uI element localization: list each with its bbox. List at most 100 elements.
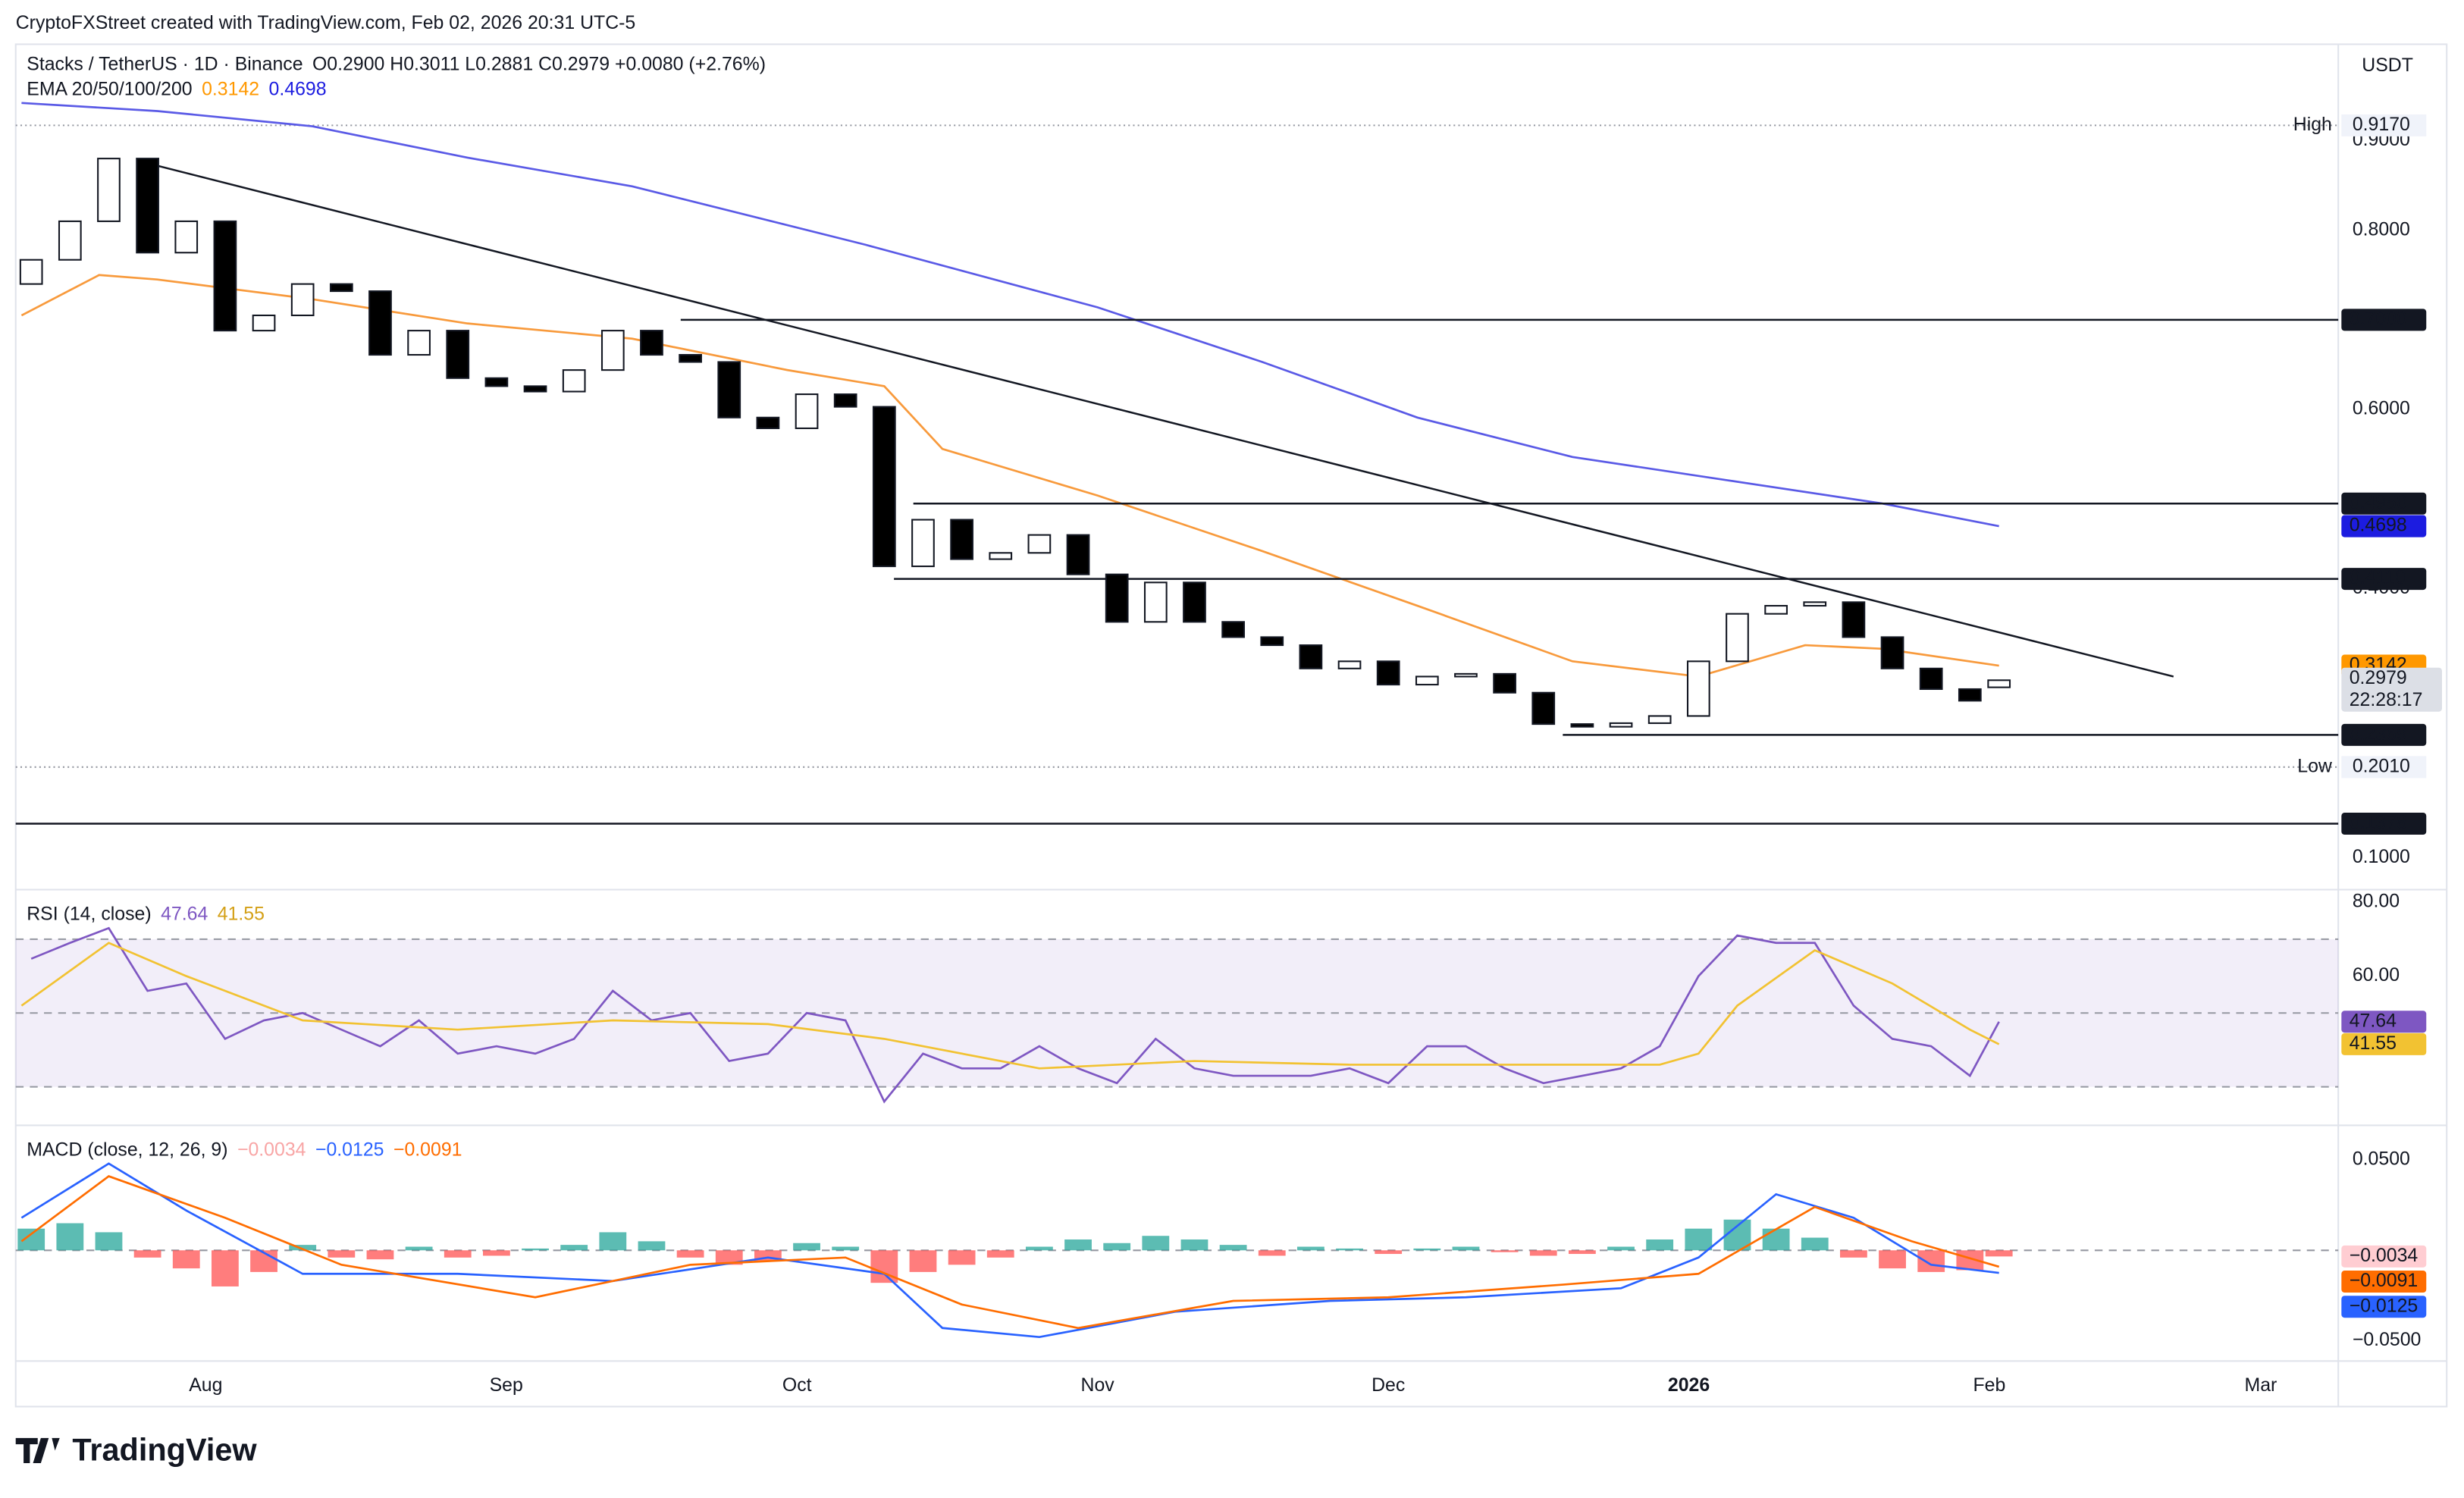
macd-title: MACD (close, 12, 26, 9) [27, 1139, 227, 1160]
candle-body [833, 393, 857, 408]
y-tick-label: −0.0500 [2353, 1329, 2422, 1350]
macd-last: −0.0091 [2350, 1270, 2419, 1291]
symbol-title: Stacks / TetherUS · 1D · Binance [27, 53, 303, 74]
candle-body [19, 259, 43, 285]
histogram-bar [1025, 1246, 1053, 1251]
histogram-bar [909, 1250, 937, 1272]
rsi-ma-value: 41.55 [218, 903, 265, 924]
candle-body [1183, 581, 1206, 623]
candle-body [368, 290, 392, 356]
currency: USDT [2362, 55, 2413, 76]
y-tick-label: 0.1000 [2353, 846, 2410, 867]
histogram-bar [522, 1248, 549, 1251]
histogram-bar [1568, 1250, 1596, 1255]
low-label: 0.2010 [2353, 755, 2410, 776]
header: CryptoFXStreet created with TradingView.… [16, 12, 636, 33]
histogram-bar [133, 1250, 161, 1258]
candle-body [989, 552, 1013, 560]
histogram-bar [560, 1245, 588, 1251]
price-box [2341, 667, 2442, 712]
countdown: 22:28:17 [2350, 689, 2423, 710]
level-label-box [2341, 723, 2427, 746]
candle-body [756, 416, 780, 430]
rsi-last-box [2341, 1011, 2427, 1033]
level-label-box [2341, 309, 2427, 331]
candle-body [1880, 636, 1904, 669]
histogram-bar [793, 1243, 820, 1251]
histogram-bar [638, 1241, 666, 1251]
candle-body [136, 158, 159, 254]
histogram-bar [1839, 1250, 1867, 1258]
chart-frame [14, 43, 2448, 1408]
candle-body [1376, 660, 1400, 686]
candle-body [1337, 660, 1362, 669]
macd-last-box [2341, 1271, 2427, 1293]
histogram-bar [1917, 1250, 1945, 1272]
x-tick-label: Mar [2244, 1374, 2277, 1396]
candle-body [679, 353, 702, 363]
candle-body [1454, 672, 1478, 678]
y-tick-label: 0.0500 [2353, 1149, 2410, 1170]
rsi-title: RSI (14, close) [27, 903, 151, 924]
histogram-bar [1142, 1236, 1170, 1251]
histogram-bar [1336, 1248, 1363, 1251]
trendline [157, 165, 2174, 678]
candle-body [1919, 667, 1943, 691]
x-tick-label: Oct [782, 1374, 812, 1396]
candle-body [446, 330, 470, 379]
symbol-legend: Stacks / TetherUS · 1D · Binance O0.2900 … [27, 53, 766, 74]
high-box [2341, 114, 2427, 136]
level-label-box [2341, 813, 2427, 835]
candle-body [1143, 581, 1168, 623]
candle-body [1609, 722, 1633, 728]
histogram-bar [1646, 1239, 1674, 1251]
candle-body [1570, 723, 1594, 728]
rsi-value: 47.64 [161, 903, 208, 924]
candle-body [1686, 660, 1710, 717]
x-tick-label: Feb [1973, 1374, 2005, 1396]
candle-body [213, 220, 237, 332]
line-series [30, 926, 2000, 1104]
histogram-bar [1491, 1250, 1519, 1252]
macd-last: −0.0034 [2350, 1245, 2419, 1266]
histogram-bar [172, 1250, 200, 1269]
level-label-box [2341, 492, 2427, 515]
candle-body [600, 330, 625, 371]
candle-body [1493, 672, 1516, 694]
candle-body [1299, 644, 1323, 669]
level-label: 0.1378 [2350, 812, 2407, 833]
histogram-bar [715, 1250, 743, 1265]
rsi-legend: RSI (14, close) 47.64 41.55 [27, 903, 265, 924]
level-label-box [2341, 568, 2427, 591]
histogram-bar [1607, 1246, 1635, 1251]
candle-body [872, 406, 896, 568]
y-tick-label: 0.6000 [2353, 398, 2410, 419]
ema-legend: EMA 20/50/100/200 0.3142 0.4698 [27, 78, 326, 99]
line-series [20, 274, 1999, 678]
candle-body [174, 220, 199, 254]
histogram-bar [676, 1250, 704, 1258]
line-series [20, 1175, 2000, 1330]
high-label: 0.9170 [2353, 114, 2410, 135]
x-tick-label: Aug [189, 1374, 222, 1396]
last-price: 0.2979 [2350, 667, 2407, 688]
histogram-bar [1452, 1246, 1480, 1251]
histogram-bar [1685, 1228, 1713, 1251]
histogram-bar [1529, 1250, 1557, 1256]
candle-body [1726, 613, 1749, 663]
candle-body [911, 519, 935, 568]
low-box [2341, 756, 2427, 779]
histogram-bar [1180, 1239, 1208, 1251]
candle-body [523, 385, 547, 393]
y-tick-label: 60.00 [2353, 964, 2400, 986]
low-text: Low [2297, 755, 2333, 776]
macd-value: −0.0125 [315, 1139, 384, 1160]
histogram-bar [1879, 1250, 1906, 1269]
candle-body [290, 283, 315, 317]
hist-value: −0.0034 [237, 1139, 306, 1160]
level-label: 0.7000 [2350, 308, 2407, 329]
candle-body [1027, 534, 1052, 554]
candle-body [407, 330, 431, 356]
ema-title: EMA 20/50/100/200 [27, 78, 192, 99]
candle-body [717, 361, 741, 418]
